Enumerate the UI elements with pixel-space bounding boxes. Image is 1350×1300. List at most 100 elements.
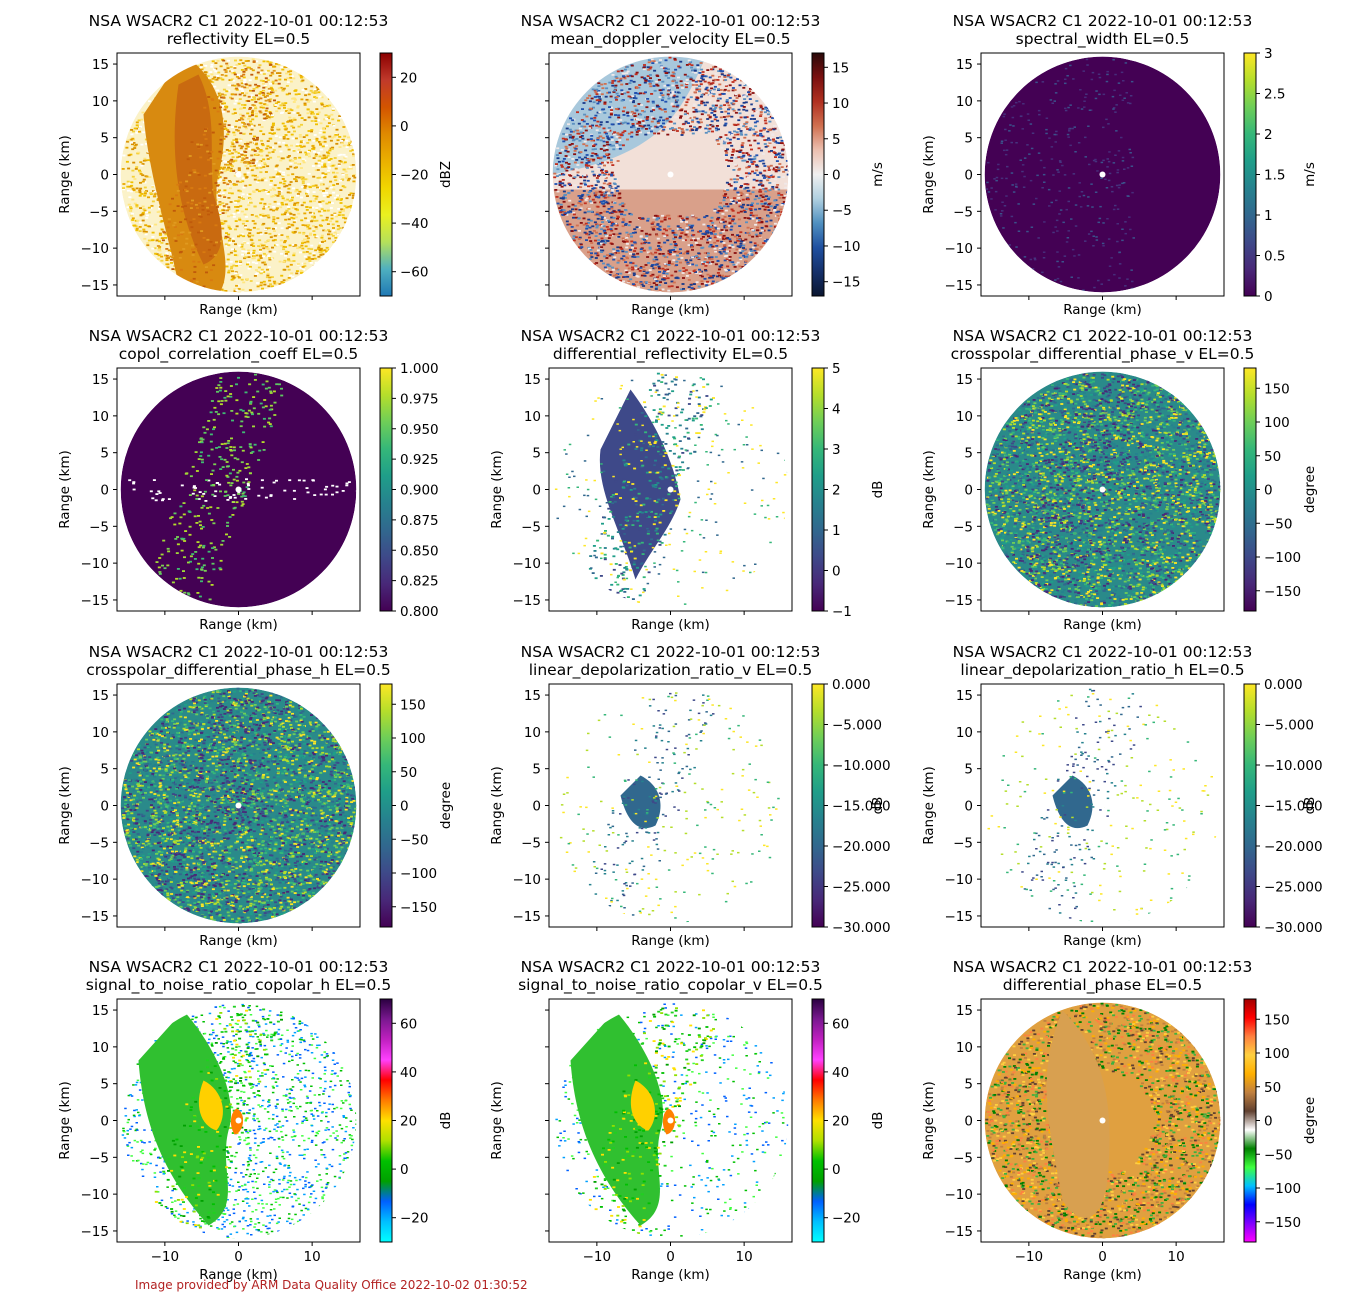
radar-speckle: [155, 373, 284, 601]
colorbar-tick-label: −150: [1264, 1215, 1301, 1231]
y-tick-label: −15: [81, 278, 110, 294]
radar-speckle: [985, 372, 1221, 608]
colorbar-tick-label: −15.000: [832, 799, 891, 815]
y-tick-label: 10: [956, 725, 973, 741]
colorbar: [1243, 52, 1257, 297]
y-axis-label: Range (km): [57, 135, 73, 214]
radar-site-marker: [1099, 171, 1106, 178]
panel-title: NSA WSACR2 C1 2022-10-01 00:12:53: [89, 327, 389, 345]
y-axis-label: Range (km): [921, 450, 937, 529]
y-tick-label: 0: [964, 799, 973, 815]
y-tick-label: 5: [532, 762, 541, 778]
y-tick-label: −10: [81, 1187, 110, 1203]
x-tick-label: −10: [151, 1249, 180, 1265]
colorbar: [1243, 998, 1257, 1243]
y-axis-label: Range (km): [57, 1081, 73, 1160]
colorbar-tick-label: −5.000: [832, 718, 882, 734]
y-tick-label: 10: [92, 409, 109, 425]
y-tick-label: −15: [513, 593, 542, 609]
y-tick-label: 5: [100, 131, 109, 147]
colorbar: [379, 367, 393, 612]
echo-region: [570, 1010, 664, 1226]
colorbar-tick-label: 2: [1264, 127, 1273, 143]
radar-speckle: [1020, 374, 1150, 603]
colorbar-tick-label: 1: [832, 523, 841, 539]
colorbar-label: dB: [438, 1112, 454, 1130]
colorbar: [379, 52, 393, 297]
y-tick-label: −10: [945, 1187, 974, 1203]
colorbar-tick-label: 40: [400, 1065, 417, 1081]
y-tick-label: −10: [81, 241, 110, 257]
y-tick-label: 0: [964, 483, 973, 499]
x-axis-label: Range (km): [1063, 933, 1142, 949]
y-axis-label: Range (km): [489, 766, 505, 845]
y-tick-label: −5: [521, 835, 541, 851]
x-axis-label: Range (km): [1063, 617, 1142, 633]
colorbar-tick-label: −10: [832, 239, 861, 255]
colorbar-tick-label: 5: [832, 132, 841, 148]
colorbar: [811, 52, 825, 297]
y-tick-label: −15: [945, 278, 974, 294]
colorbar-tick-label: −50: [1264, 516, 1293, 532]
colorbar-tick-label: 150: [400, 697, 426, 713]
y-tick-label: 0: [100, 1114, 109, 1130]
colorbar-tick-label: 50: [1264, 449, 1281, 465]
colorbar-tick-label: −5: [832, 203, 852, 219]
y-tick-label: −15: [81, 909, 110, 925]
x-axis-label: Range (km): [199, 302, 278, 318]
colorbar-tick-label: 0.925: [400, 452, 439, 468]
y-tick-label: 0: [100, 799, 109, 815]
colorbar-tick-label: −60: [400, 265, 429, 281]
y-tick-label: −10: [513, 556, 542, 572]
panel-10: NSA WSACR2 C1 2022-10-01 00:12:53signal_…: [57, 958, 454, 1283]
colorbar-tick-label: −15: [832, 275, 861, 291]
y-tick-label: 5: [100, 446, 109, 462]
y-tick-label: 15: [92, 57, 109, 73]
radar-site-marker: [667, 486, 674, 493]
panel-12: NSA WSACR2 C1 2022-10-01 00:12:53differe…: [921, 958, 1318, 1283]
colorbar-tick-label: 1.5: [1264, 168, 1285, 184]
y-tick-label: 15: [956, 1003, 973, 1019]
y-tick-label: 10: [524, 725, 541, 741]
panel-6: NSA WSACR2 C1 2022-10-01 00:12:53crosspo…: [921, 327, 1318, 633]
colorbar-tick-label: 0: [1264, 483, 1273, 499]
colorbar-tick-label: −50: [400, 832, 429, 848]
colorbar-label: dBZ: [438, 161, 454, 188]
colorbar-tick-label: 60: [400, 1016, 417, 1032]
x-tick-label: 0: [666, 1249, 675, 1265]
x-tick-label: −10: [1015, 1249, 1044, 1265]
y-tick-label: 15: [524, 372, 541, 388]
panel-title: NSA WSACR2 C1 2022-10-01 00:12:53: [89, 958, 389, 976]
colorbar-tick-label: 3: [1264, 46, 1273, 62]
colorbar-label: degree: [1302, 466, 1318, 513]
y-tick-label: 10: [92, 94, 109, 110]
colorbar: [379, 998, 393, 1243]
x-axis-label: Range (km): [631, 1267, 710, 1283]
radar-field: [120, 56, 357, 293]
colorbar-tick-label: −30.000: [832, 920, 891, 936]
radar-speckle: [154, 1005, 283, 1229]
colorbar-tick-label: −10.000: [1264, 758, 1323, 774]
colorbar-tick-label: 0: [1264, 1114, 1273, 1130]
colorbar-tick-label: −20.000: [832, 839, 891, 855]
panel-title: NSA WSACR2 C1 2022-10-01 00:12:53: [953, 327, 1253, 345]
colorbar-tick-label: 1.000: [400, 361, 439, 377]
panel-9: NSA WSACR2 C1 2022-10-01 00:12:53linear_…: [921, 643, 1323, 949]
y-tick-label: −5: [953, 1150, 973, 1166]
panel-subtitle: differential_phase EL=0.5: [1003, 976, 1202, 995]
y-tick-label: 10: [92, 725, 109, 741]
radar-site-marker: [1099, 1117, 1106, 1124]
y-tick-label: −15: [513, 909, 542, 925]
colorbar-tick-label: 0: [832, 168, 841, 184]
colorbar-tick-label: 150: [1264, 381, 1290, 397]
x-axis-label: Range (km): [1063, 302, 1142, 318]
colorbar: [811, 998, 825, 1243]
radar-field: [552, 1002, 789, 1239]
colorbar-tick-label: 40: [832, 1065, 849, 1081]
colorbar-tick-label: 100: [1264, 415, 1290, 431]
colorbar: [1243, 683, 1257, 928]
y-tick-label: 5: [964, 446, 973, 462]
colorbar-tick-label: 0.850: [400, 543, 439, 559]
colorbar: [1243, 367, 1257, 612]
radar-speckle: [1021, 688, 1142, 919]
